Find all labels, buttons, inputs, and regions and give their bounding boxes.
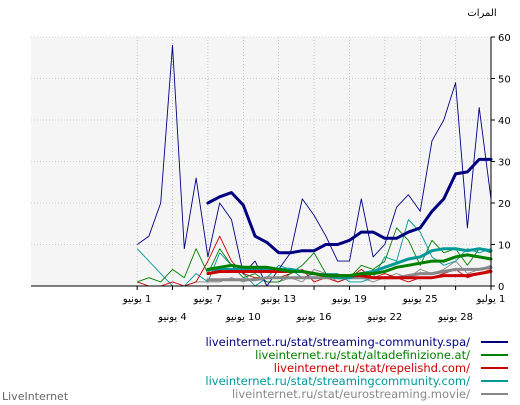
x-tick-label: 1 يونيو (122, 294, 151, 305)
x-tick-label: 25 يونيو (402, 294, 438, 305)
x-tick-label: 1 يوليو (476, 294, 506, 305)
x-tick-label: 7 يونيو (193, 294, 222, 305)
x-tick-label: 19 يونيو (331, 294, 367, 305)
y-axis-ticks: 0 10 20 30 40 50 60 (491, 33, 511, 293)
y-tick-label: 30 (498, 158, 511, 169)
y-tick-label: 20 (498, 199, 511, 210)
series-average-line (206, 157, 493, 255)
x-tick-label: 16 يونيو (296, 312, 332, 323)
x-tick-label: 4 يونيو (157, 312, 186, 323)
legend-label: liveinternet.ru/stat/streaming-community… (205, 335, 470, 349)
legend-label: liveinternet.ru/stat/eurostreaming.movie… (232, 387, 470, 401)
legend: liveinternet.ru/stat/streaming-community… (205, 335, 508, 401)
legend-label: liveinternet.ru/stat/repelishd.com/ (274, 361, 470, 375)
x-tick-label: 22 يونيو (366, 312, 402, 323)
y-tick-label: 50 (498, 75, 511, 86)
y-axis-label: المرات (467, 8, 496, 19)
series-line (136, 44, 492, 287)
series-line (137, 227, 492, 283)
series-average-line (206, 253, 493, 278)
legend-label: liveinternet.ru/stat/altadefinizione.at/ (255, 348, 470, 362)
brand-label: LiveInternet (2, 390, 69, 403)
y-tick-label: 10 (498, 241, 511, 252)
series-average-line (206, 247, 493, 280)
y-tick-label: 60 (498, 33, 511, 44)
legend-label: liveinternet.ru/stat/streamingcommunity.… (205, 374, 470, 388)
y-tick-label: 0 (498, 282, 504, 293)
y-tick-label: 40 (498, 116, 511, 127)
x-tick-label: 28 يونيو (437, 312, 473, 323)
series-average-lines (206, 157, 493, 282)
x-tick-label: 10 يونيو (225, 312, 261, 323)
x-tick-label: 13 يونيو (260, 294, 296, 305)
plot-background (31, 37, 491, 286)
